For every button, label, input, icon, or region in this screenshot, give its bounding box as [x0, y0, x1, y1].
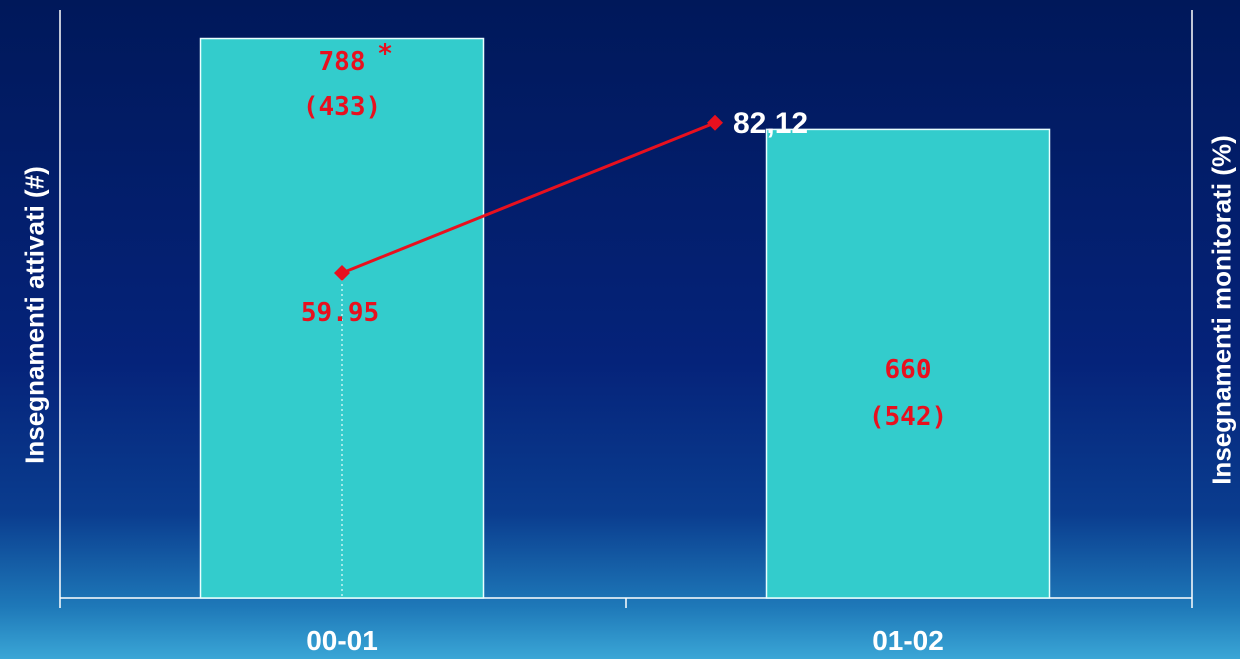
- line-point-marker: [707, 114, 723, 131]
- line-value-label: 82,12: [733, 107, 808, 140]
- bar-value-label: 788: [319, 47, 366, 77]
- line-series-group: [334, 114, 723, 598]
- bars-group: [199, 37, 1051, 599]
- x-tick-label: 00-01: [306, 625, 378, 656]
- line-series-path: [341, 121, 716, 275]
- bar-secondary-label: (542): [869, 402, 947, 432]
- annotation-asterisk: *: [378, 39, 392, 69]
- line-value-label: 59.95: [301, 298, 379, 328]
- bar: [765, 128, 1051, 599]
- labels-group: 788 (433) 660 (542) * 59.95 82,12 00-01 01-02: [301, 39, 947, 656]
- bar-secondary-label: (433): [303, 92, 381, 122]
- bar-value-label: 660: [885, 355, 932, 385]
- x-tick-label: 01-02: [872, 625, 944, 656]
- line-point-marker: [334, 265, 350, 282]
